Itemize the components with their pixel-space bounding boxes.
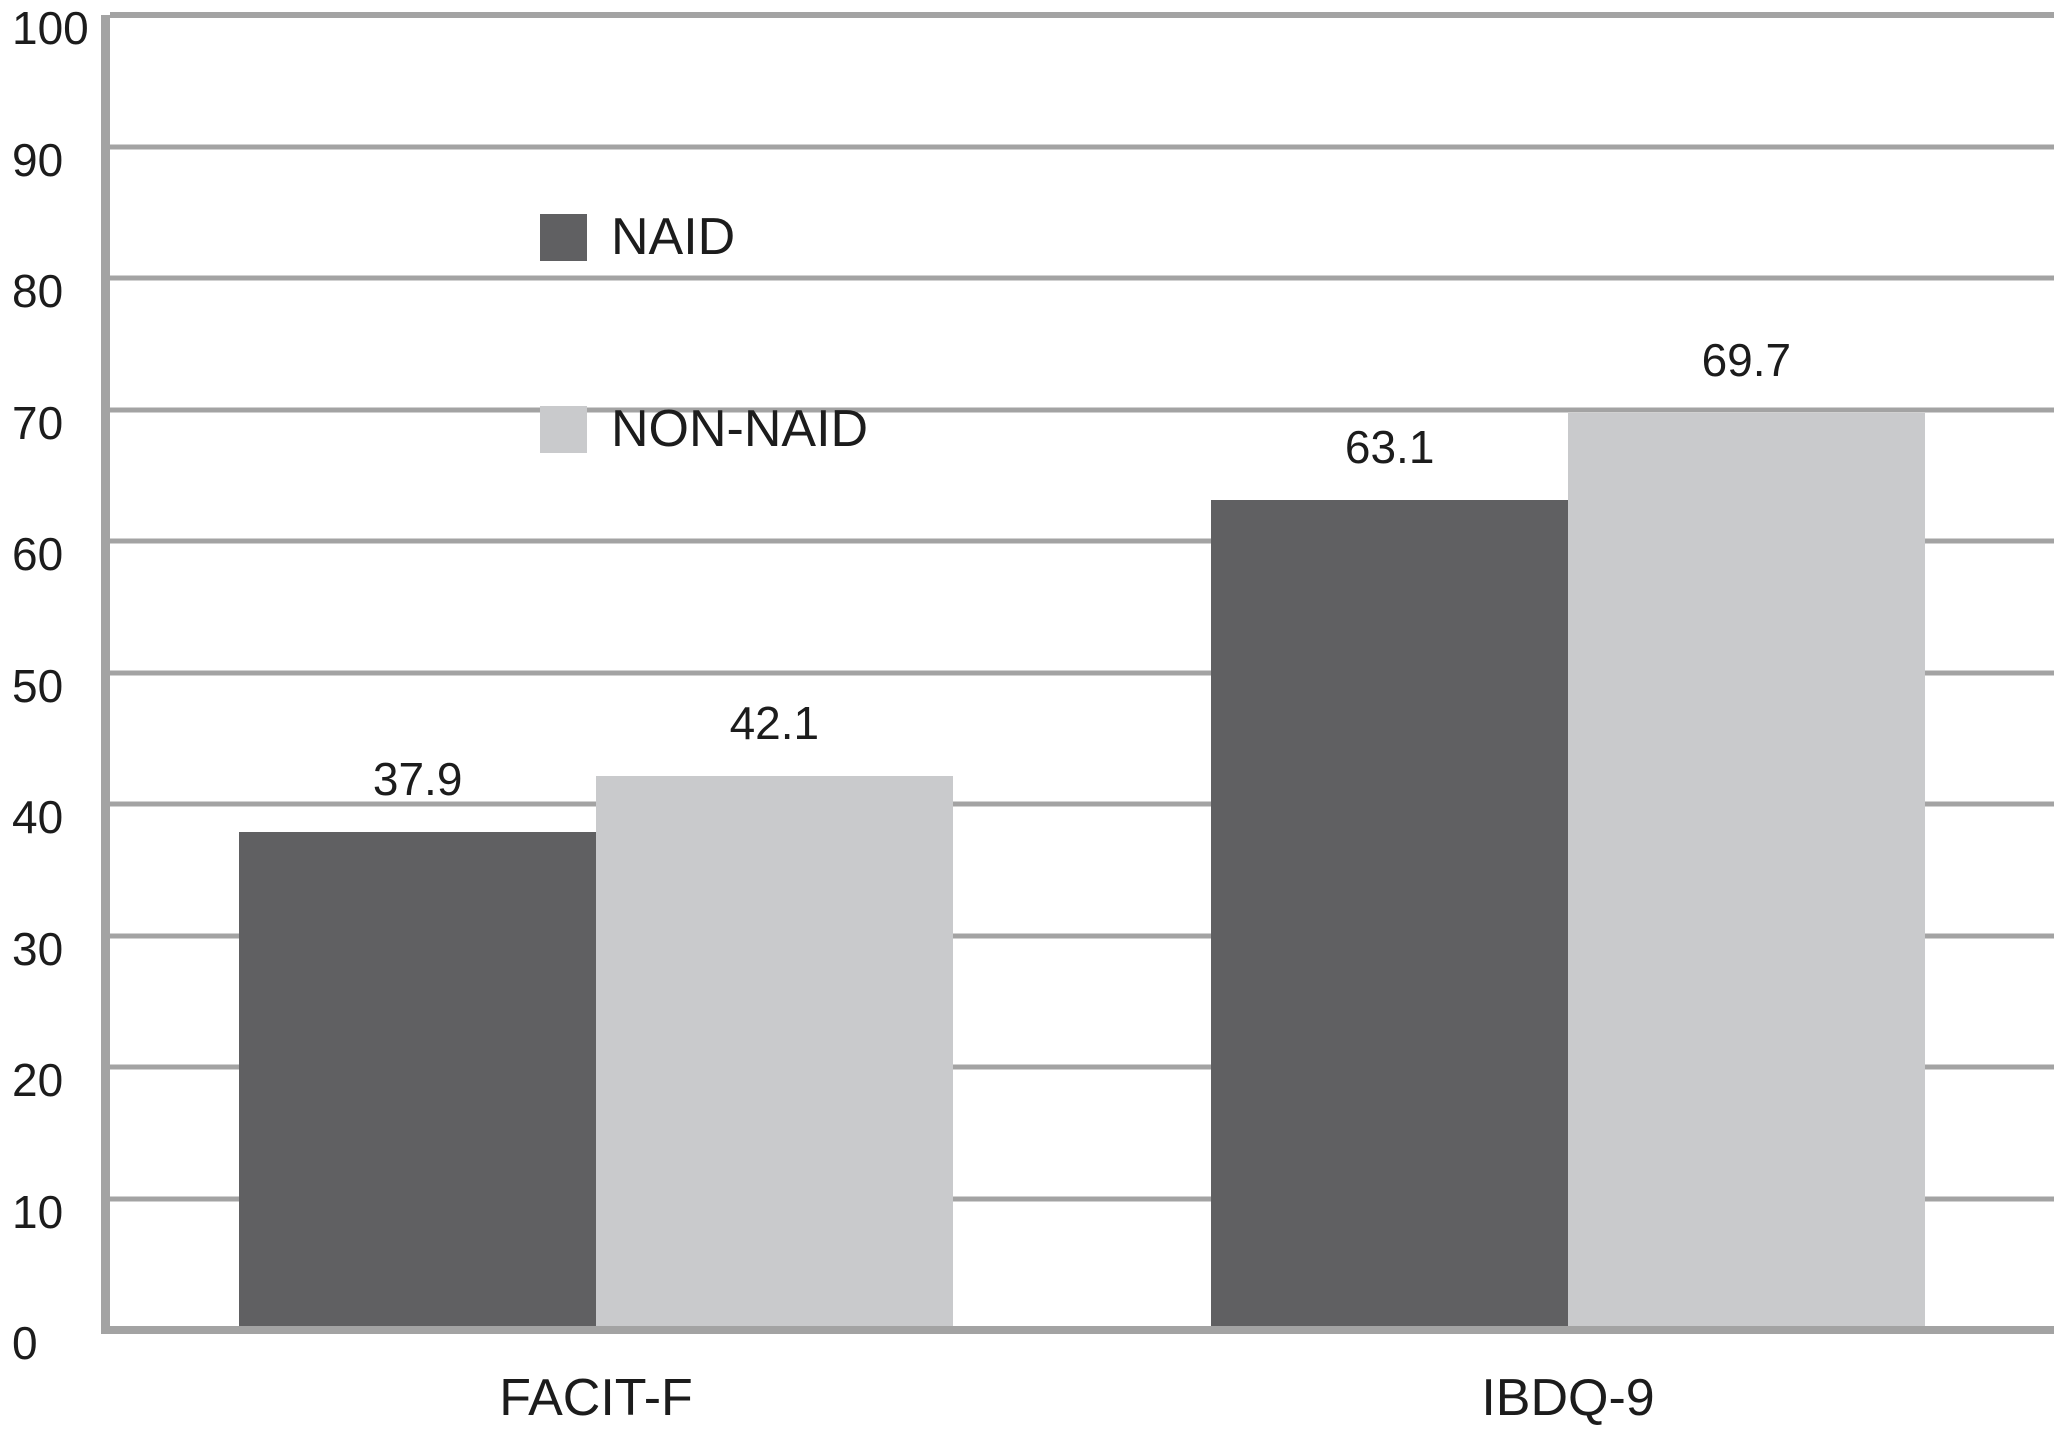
legend-swatch-naid xyxy=(540,213,587,261)
legend: NAID NON-NAID xyxy=(540,208,869,596)
y-tick-label-100: 100 xyxy=(12,2,89,54)
legend-entry-naid: NAID xyxy=(540,208,868,266)
gridline-90 xyxy=(110,144,2054,149)
gridline-30 xyxy=(110,933,2054,938)
y-tick-label-60: 60 xyxy=(12,528,64,580)
y-tick-label-20: 20 xyxy=(12,1054,64,1106)
plot-area: 37.9 42.1 63.1 69.7 NAID NON-NAID xyxy=(101,12,2054,1334)
category-group-facit-f: 37.9 42.1 xyxy=(110,15,1082,1330)
y-axis-line xyxy=(101,15,110,1334)
bar-naid-ibdq-9: 63.1 xyxy=(1211,424,1568,1330)
gridline-10 xyxy=(110,1196,2054,1201)
category-axis-labels: FACIT-F IBDQ-9 xyxy=(110,1372,2054,1424)
legend-entry-non-naid: NON-NAID xyxy=(540,400,869,458)
legend-label-non-naid: NON-NAID xyxy=(611,400,869,458)
category-label-ibdq-9: IBDQ-9 xyxy=(1481,1369,1655,1427)
gridline-70 xyxy=(110,407,2054,412)
y-tick-label-30: 30 xyxy=(12,922,64,975)
y-tick-label-50: 50 xyxy=(12,659,64,712)
y-tick-label-40: 40 xyxy=(12,791,64,843)
x-axis-line xyxy=(101,1326,2054,1334)
gridline-60 xyxy=(110,538,2054,544)
gridline-20 xyxy=(110,1064,2054,1070)
bar-non-naid-ibdq-9: 69.7 xyxy=(1568,337,1925,1330)
y-tick-label-0: 0 xyxy=(12,1317,38,1369)
gridline-100 xyxy=(110,12,2054,18)
bar-non-naid-facit-f: 42.1 xyxy=(596,700,953,1330)
y-tick-label-10: 10 xyxy=(12,1185,64,1238)
gridline-50 xyxy=(110,670,2054,675)
gridline-80 xyxy=(110,275,2054,281)
y-axis-tick-labels: 0 10 20 30 40 50 60 70 80 90 100 xyxy=(12,5,107,1366)
bar-value-label: 37.9 xyxy=(372,752,463,805)
bar-value-label: 63.1 xyxy=(1344,421,1435,474)
y-tick-label-70: 70 xyxy=(12,396,64,449)
y-tick-label-90: 90 xyxy=(12,133,64,186)
bar-value-label: 69.7 xyxy=(1701,334,1792,387)
legend-label-naid: NAID xyxy=(611,208,736,266)
category-label-facit-f: FACIT-F xyxy=(499,1369,693,1427)
category-group-ibdq-9: 63.1 69.7 xyxy=(1082,15,2054,1330)
bar-naid-facit-f: 37.9 xyxy=(239,756,596,1330)
y-tick-label-80: 80 xyxy=(12,265,64,317)
legend-swatch-non-naid xyxy=(540,405,587,453)
gridline-40 xyxy=(110,801,2054,807)
bar-value-label: 42.1 xyxy=(729,697,820,750)
bars-layer: 37.9 42.1 63.1 69.7 xyxy=(110,15,2054,1330)
